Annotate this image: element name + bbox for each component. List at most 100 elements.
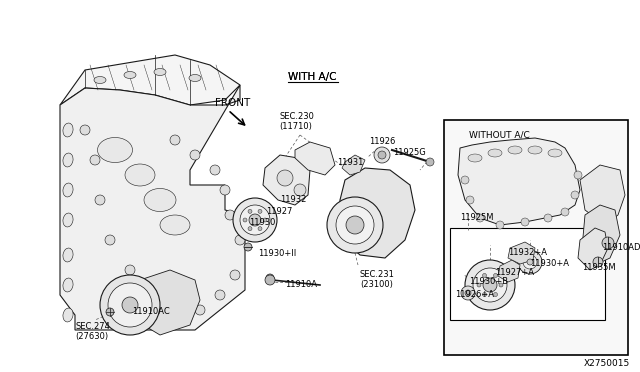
Bar <box>444 120 628 355</box>
Text: 11927+A: 11927+A <box>495 268 534 277</box>
Circle shape <box>483 292 486 296</box>
Circle shape <box>263 218 267 222</box>
Circle shape <box>574 171 582 179</box>
Polygon shape <box>60 55 240 105</box>
Ellipse shape <box>144 189 176 212</box>
Ellipse shape <box>63 183 73 197</box>
Text: SEC.231: SEC.231 <box>360 270 395 279</box>
Circle shape <box>374 147 390 163</box>
Polygon shape <box>342 155 365 175</box>
Circle shape <box>483 278 497 292</box>
Text: WITHOUT A/C: WITHOUT A/C <box>469 130 530 139</box>
Circle shape <box>493 273 497 278</box>
Circle shape <box>336 206 374 244</box>
Circle shape <box>327 197 383 253</box>
Circle shape <box>465 260 515 310</box>
Circle shape <box>426 158 434 166</box>
Text: 11932: 11932 <box>280 195 307 204</box>
Circle shape <box>215 290 225 300</box>
Circle shape <box>346 216 364 234</box>
Circle shape <box>125 265 135 275</box>
Text: 11935M: 11935M <box>582 263 616 272</box>
Ellipse shape <box>160 215 190 235</box>
Circle shape <box>248 209 252 213</box>
Circle shape <box>258 227 262 231</box>
Circle shape <box>108 283 152 327</box>
Text: WITH A/C: WITH A/C <box>288 72 337 82</box>
Ellipse shape <box>548 149 562 157</box>
Text: SEC.230: SEC.230 <box>279 112 314 121</box>
Circle shape <box>190 150 200 160</box>
Text: SEC.274: SEC.274 <box>75 322 110 331</box>
Ellipse shape <box>528 146 542 154</box>
Circle shape <box>165 305 175 315</box>
Text: 11932+A: 11932+A <box>508 248 547 257</box>
Polygon shape <box>60 85 245 330</box>
Ellipse shape <box>189 74 201 81</box>
Circle shape <box>225 210 235 220</box>
Circle shape <box>122 297 138 313</box>
Text: 11930+A: 11930+A <box>530 259 569 268</box>
Polygon shape <box>498 260 520 282</box>
Text: 11925M: 11925M <box>460 213 493 222</box>
Ellipse shape <box>63 153 73 167</box>
Circle shape <box>230 270 240 280</box>
Circle shape <box>476 214 484 222</box>
Text: (11710): (11710) <box>279 122 312 131</box>
Text: 11930+II: 11930+II <box>258 249 296 258</box>
Ellipse shape <box>468 154 482 162</box>
Text: (23100): (23100) <box>360 280 393 289</box>
Bar <box>450 228 605 320</box>
Polygon shape <box>578 228 608 270</box>
Text: 11910AC: 11910AC <box>132 307 170 316</box>
Circle shape <box>518 250 542 274</box>
Circle shape <box>483 273 486 278</box>
Text: X2750015: X2750015 <box>584 359 630 368</box>
Circle shape <box>195 305 205 315</box>
Ellipse shape <box>63 123 73 137</box>
Polygon shape <box>263 155 310 205</box>
Polygon shape <box>458 138 580 225</box>
Circle shape <box>233 198 277 242</box>
Circle shape <box>499 283 503 287</box>
Circle shape <box>170 135 180 145</box>
Circle shape <box>244 243 252 251</box>
Polygon shape <box>295 142 335 175</box>
Text: 11926: 11926 <box>369 137 396 146</box>
Ellipse shape <box>94 77 106 83</box>
Circle shape <box>210 165 220 175</box>
Circle shape <box>265 275 275 285</box>
Ellipse shape <box>124 71 136 78</box>
Circle shape <box>220 185 230 195</box>
Ellipse shape <box>63 278 73 292</box>
Circle shape <box>150 285 160 295</box>
Circle shape <box>477 283 481 287</box>
Circle shape <box>249 214 261 226</box>
Circle shape <box>561 208 569 216</box>
Circle shape <box>80 125 90 135</box>
Circle shape <box>294 184 306 196</box>
Text: 11930+B: 11930+B <box>469 277 508 286</box>
Text: 11926+A: 11926+A <box>455 290 494 299</box>
Text: 11927: 11927 <box>266 207 292 216</box>
Polygon shape <box>135 270 200 335</box>
Circle shape <box>493 292 497 296</box>
Circle shape <box>248 227 252 231</box>
Circle shape <box>593 257 603 267</box>
Circle shape <box>243 218 247 222</box>
Ellipse shape <box>125 164 155 186</box>
Circle shape <box>473 268 507 302</box>
Circle shape <box>602 237 614 249</box>
Ellipse shape <box>508 146 522 154</box>
Circle shape <box>100 275 160 335</box>
Circle shape <box>106 308 114 316</box>
Circle shape <box>465 290 471 296</box>
Text: 11930: 11930 <box>249 218 275 227</box>
Text: FRONT: FRONT <box>215 98 250 108</box>
Ellipse shape <box>63 213 73 227</box>
Circle shape <box>95 195 105 205</box>
Circle shape <box>571 191 579 199</box>
Polygon shape <box>508 242 535 264</box>
Circle shape <box>527 259 533 265</box>
Ellipse shape <box>154 68 166 76</box>
